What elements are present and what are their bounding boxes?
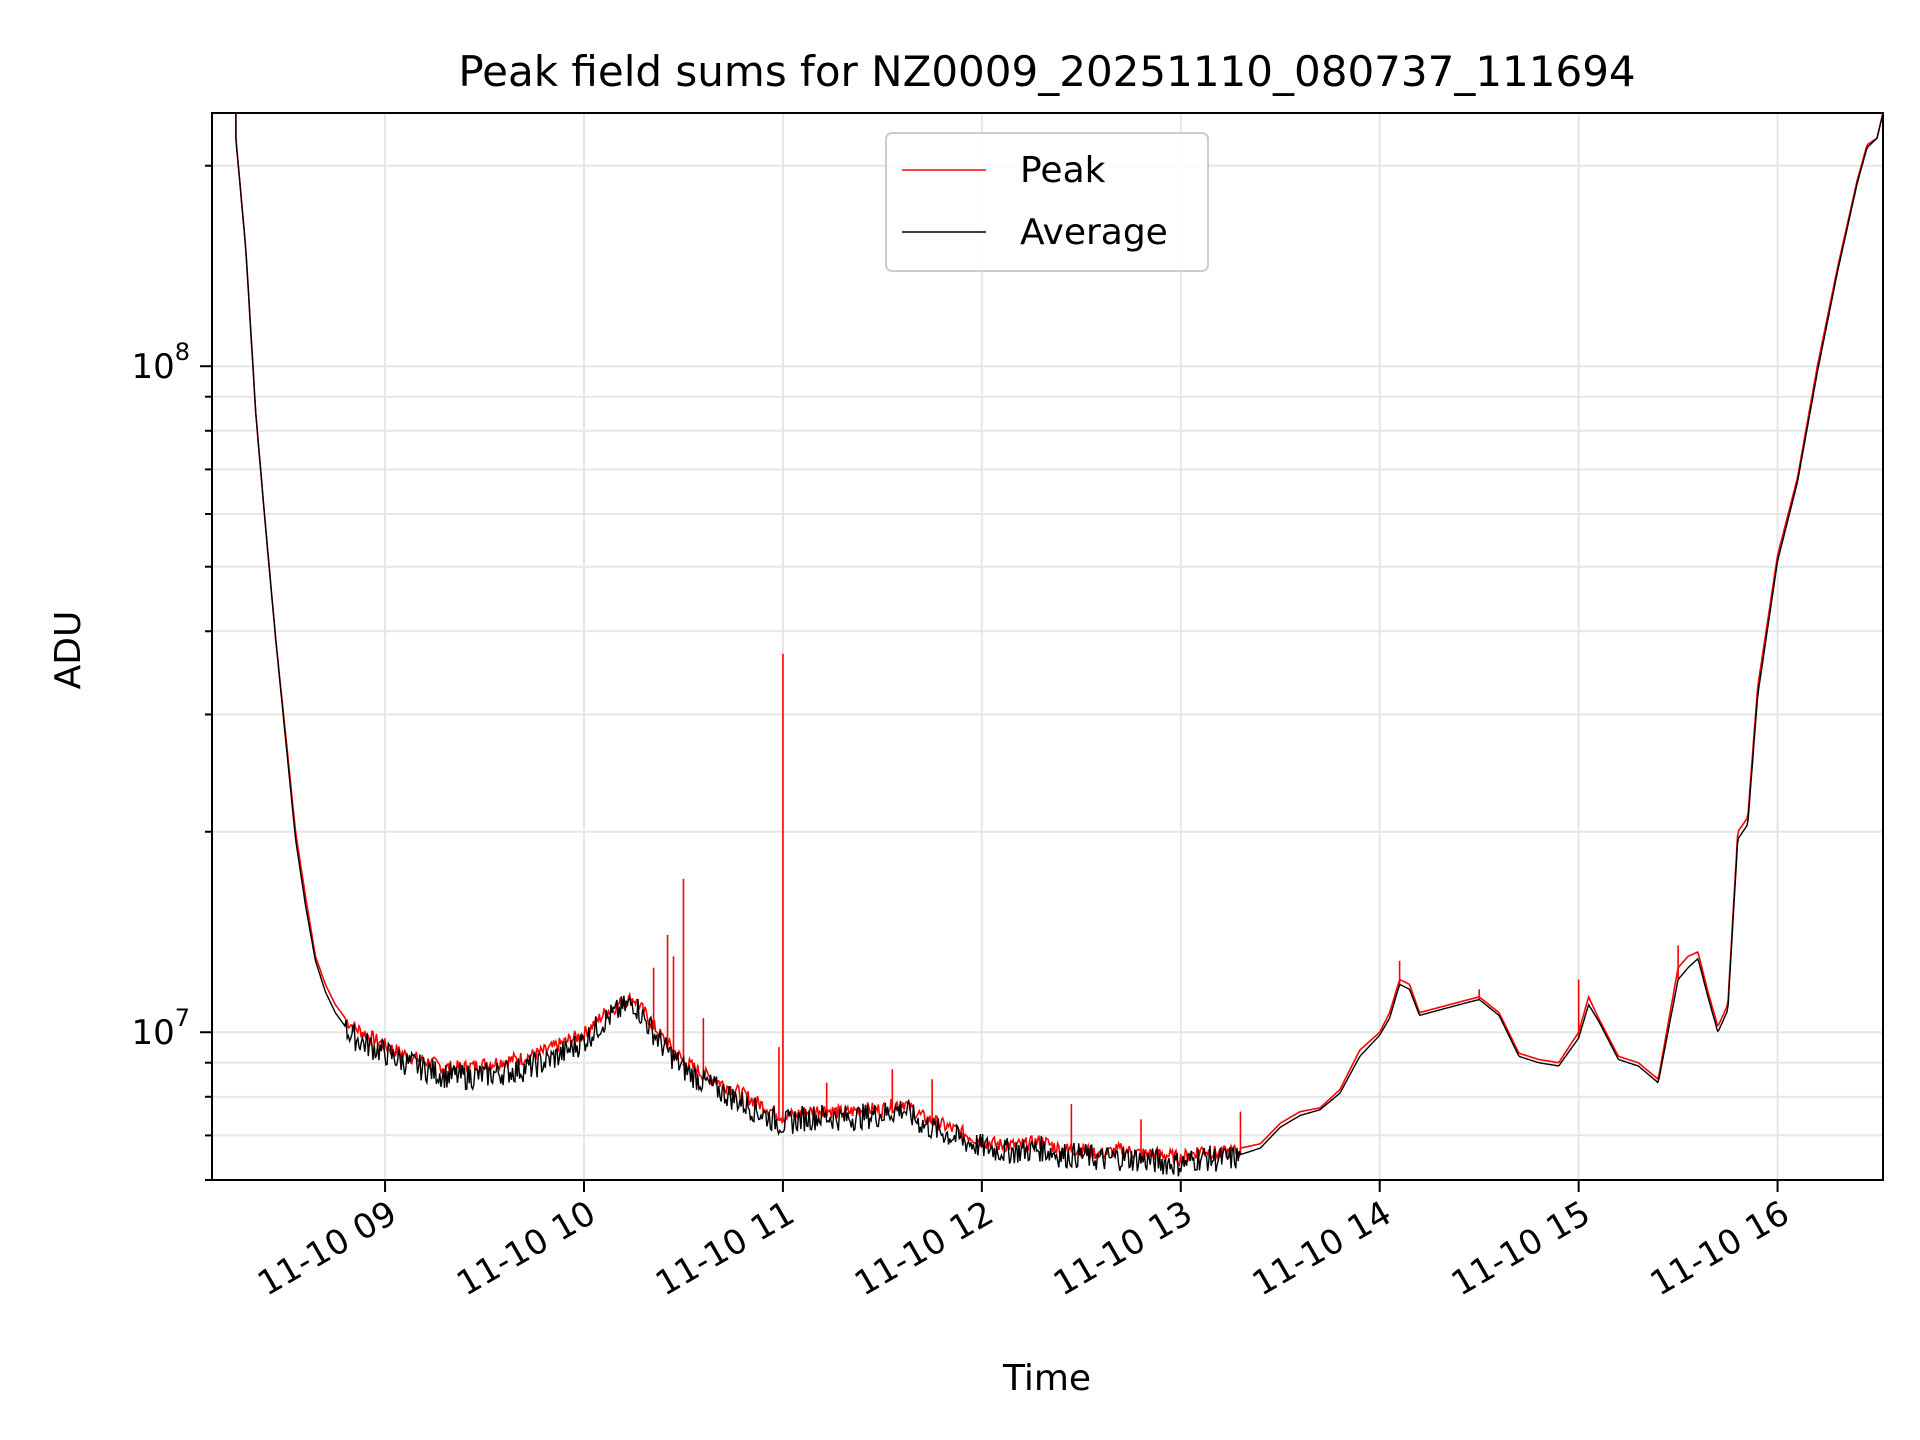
- plot-series-group: [212, 113, 1883, 1177]
- x-axis-label: Time: [1002, 1358, 1091, 1399]
- y-tick-exponent: 8: [175, 338, 190, 366]
- y-tick-label: 107: [131, 1004, 190, 1053]
- legend-box: [885, 132, 1209, 272]
- legend-label-peak: Peak: [1020, 150, 1106, 191]
- legend: Peak Average: [885, 132, 1209, 272]
- y-axis-label: ADU: [48, 611, 89, 690]
- chart-title: Peak field sums for NZ0009_20251110_0807…: [458, 47, 1635, 96]
- y-tick-label: 108: [131, 338, 190, 387]
- plot-frame: [211, 112, 1884, 1181]
- series-line-average: [212, 113, 1883, 1177]
- peak-spikes: [652, 653, 1679, 1157]
- y-tick-exponent: 7: [175, 1004, 190, 1032]
- y-tick-base: 10: [131, 347, 174, 387]
- legend-label-average: Average: [1020, 212, 1168, 253]
- y-tick-base: 10: [131, 1013, 174, 1053]
